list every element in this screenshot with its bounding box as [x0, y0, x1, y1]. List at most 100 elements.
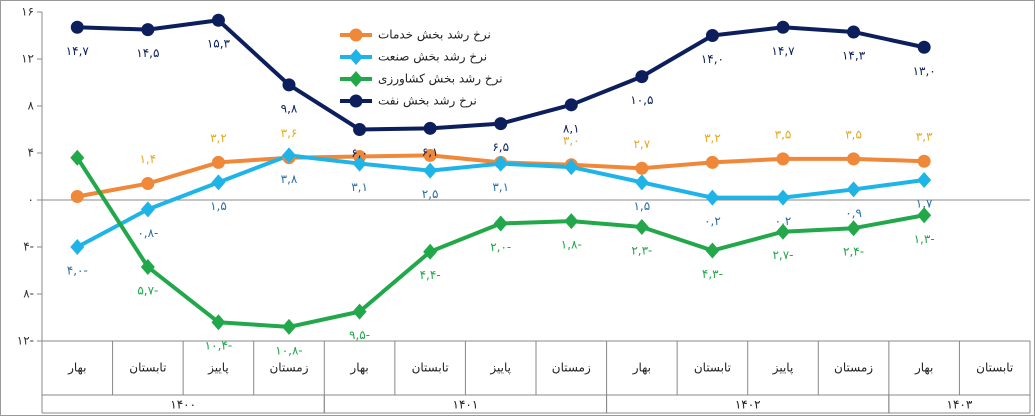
marker [211, 155, 225, 169]
marker [70, 149, 85, 166]
data-label: ۳,۲ [210, 131, 227, 145]
marker [847, 152, 861, 166]
x-tick-label: بهار [67, 361, 86, 376]
marker [349, 94, 363, 108]
data-label: ۴,۴- [420, 268, 441, 282]
marker [634, 174, 649, 191]
marker [353, 123, 367, 136]
marker [846, 181, 861, 198]
data-label: ۱۴,۰ [701, 52, 724, 66]
data-label: ۱,۸- [561, 238, 582, 252]
data-label: ۴,۰- [67, 264, 88, 278]
marker [917, 154, 931, 168]
marker [564, 159, 579, 176]
data-label: ۰,۸- [137, 226, 158, 240]
marker [282, 78, 296, 92]
group-label: ۱۴۰۰ [170, 398, 196, 412]
marker [349, 28, 363, 42]
marker [349, 71, 363, 87]
data-label: ۳,۰ [563, 133, 580, 147]
data-label: ۳,۵ [845, 127, 862, 141]
marker [776, 20, 790, 34]
marker [141, 23, 155, 37]
marker [493, 215, 508, 232]
data-label: ۱,۵ [633, 199, 650, 213]
x-tick-label: تابستان [976, 361, 1013, 375]
marker [917, 207, 932, 224]
data-label: ۱۴,۵ [136, 46, 159, 60]
x-tick-label: زمستان [552, 361, 591, 376]
marker [349, 49, 363, 65]
marker [70, 20, 84, 34]
y-tick-label: ۸ [28, 99, 35, 113]
x-tick-label: زمستان [834, 361, 873, 376]
marker [423, 162, 438, 179]
marker [917, 40, 931, 54]
marker [423, 243, 438, 260]
data-label: ۲,۷- [772, 248, 793, 262]
legend-label: نرخ رشد بخش صنعت [378, 50, 487, 65]
y-tick-label: ۴- [23, 240, 34, 254]
data-label: ۱,۵ [210, 199, 227, 213]
marker [705, 189, 720, 206]
legend-label: نرخ رشد بخش خدمات [378, 28, 491, 43]
x-tick-label: پاییز [772, 361, 794, 376]
marker [282, 147, 296, 164]
marker [352, 155, 367, 172]
marker [141, 177, 155, 191]
marker [634, 219, 649, 236]
data-label: ۶,۵ [492, 140, 509, 154]
data-label: ۶,۰ [351, 146, 368, 160]
marker [140, 258, 155, 275]
legend-label: نرخ رشد بخش نفت [378, 94, 477, 109]
marker [917, 172, 932, 189]
marker [70, 239, 85, 255]
data-label: ۰,۲ [775, 214, 792, 228]
data-label: ۳,۲ [704, 131, 721, 145]
x-tick-label: پاییز [207, 361, 229, 376]
marker [211, 314, 226, 331]
group-label: ۱۴۰۳ [947, 398, 973, 412]
y-tick-label: ۱۶ [21, 5, 34, 19]
x-tick-label: زمستان [269, 361, 308, 376]
data-label: ۳,۵ [775, 127, 792, 141]
marker [564, 98, 578, 112]
data-label: ۳,۳ [916, 130, 933, 144]
marker [776, 189, 790, 206]
x-tick-label: بهار [632, 361, 651, 376]
marker [211, 13, 225, 27]
marker [352, 303, 367, 320]
marker [282, 318, 296, 335]
marker [705, 155, 719, 169]
data-label: ۱,۴ [139, 152, 156, 166]
marker [211, 174, 226, 191]
data-label: ۱۰,۵ [630, 93, 653, 107]
y-tick-label: ۱۲- [17, 334, 34, 348]
x-tick-label: بهار [349, 361, 368, 376]
x-tick-label: تابستان [412, 361, 449, 375]
data-label: ۸,۱ [563, 121, 580, 135]
marker [564, 213, 579, 230]
data-label: ۲,۷ [633, 137, 650, 151]
marker [846, 220, 861, 237]
y-tick-label: ۸- [23, 287, 34, 301]
data-label: ۴,۳- [702, 267, 723, 281]
data-label: ۲,۰- [490, 240, 511, 254]
data-label: ۲,۳- [631, 244, 652, 258]
data-label: ۱۰,۸- [275, 343, 302, 357]
data-label: ۶,۱ [422, 145, 439, 159]
marker [140, 201, 155, 218]
group-label: ۱۴۰۱ [453, 398, 479, 412]
data-label: ۰,۲ [704, 214, 721, 228]
data-label: ۱۳,۰ [913, 64, 936, 78]
marker [423, 121, 437, 135]
x-tick-label: تابستان [694, 361, 731, 375]
marker [635, 70, 649, 84]
x-tick-label: تابستان [129, 361, 166, 375]
marker [705, 242, 720, 259]
marker [494, 117, 508, 131]
data-label: ۵,۷- [137, 283, 158, 297]
data-label: ۳,۸ [281, 172, 298, 186]
